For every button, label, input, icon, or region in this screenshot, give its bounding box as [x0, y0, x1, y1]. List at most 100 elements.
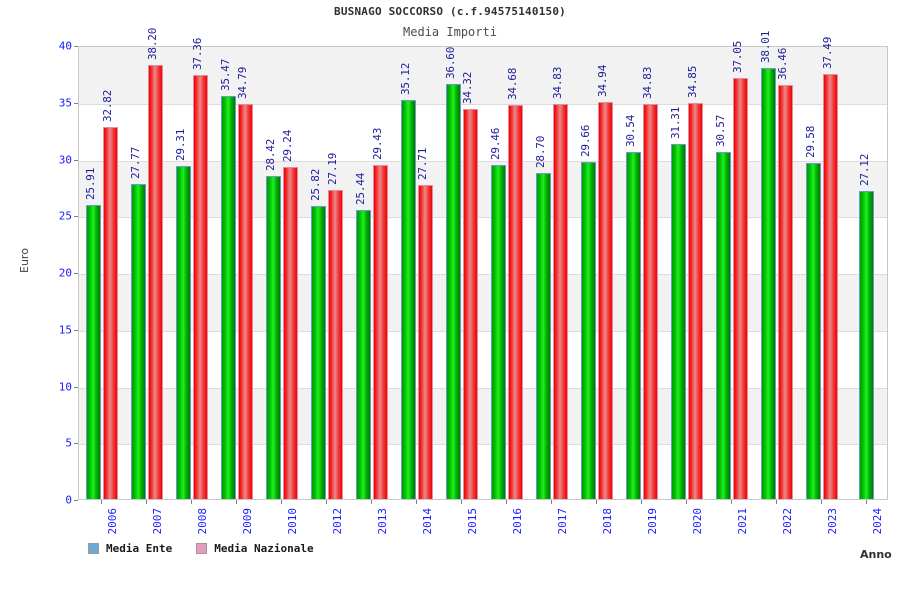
bar-media-nazionale[interactable]: 37.49 — [821, 36, 838, 499]
bar-media-nazionale[interactable]: 27.19 — [326, 153, 343, 499]
y-axis-label: Euro — [18, 248, 31, 273]
bar-media-ente[interactable]: 30.54 — [624, 115, 641, 499]
bar-media-nazionale[interactable]: 34.68 — [506, 68, 523, 499]
gridline — [79, 103, 887, 105]
bar-media-ente[interactable]: 29.46 — [489, 128, 506, 499]
bar-value-label: 35.12 — [399, 63, 412, 96]
bar-media-ente[interactable]: 31.31 — [669, 107, 686, 499]
bar-media-ente[interactable]: 28.42 — [264, 139, 281, 499]
x-axis-tick-label: 2019 — [645, 508, 659, 535]
x-axis-label: Anno — [860, 548, 892, 561]
x-axis-tick-mark — [550, 500, 552, 504]
bar-media-ente[interactable]: 25.91 — [84, 168, 101, 499]
x-axis-tick-label: 2016 — [510, 508, 524, 535]
x-axis-tick-mark — [280, 500, 282, 504]
y-axis-tick-mark — [74, 500, 78, 501]
x-axis-tick-mark — [235, 500, 237, 504]
bar-media-ente[interactable]: 27.12 — [858, 154, 874, 499]
x-axis-tick-label: 2020 — [690, 508, 704, 535]
chart-title: BUSNAGO SOCCORSO (c.f.94575140150) — [334, 5, 566, 18]
bar-media-ente[interactable]: 25.44 — [354, 173, 371, 499]
bar-media-ente[interactable]: 35.12 — [399, 63, 416, 499]
bar-value-label: 29.58 — [804, 126, 817, 159]
x-axis-tick-label: 2013 — [375, 508, 389, 535]
bar-media-ente[interactable]: 27.77 — [129, 147, 146, 499]
legend-item[interactable]: Media Ente — [88, 542, 172, 555]
bar-media-nazionale[interactable]: 37.36 — [191, 38, 208, 499]
x-axis-tick-mark — [595, 500, 597, 504]
bar-value-label: 27.12 — [857, 154, 871, 187]
bar-media-nazionale[interactable]: 34.32 — [461, 72, 478, 499]
bar-media-nazionale[interactable]: 27.71 — [416, 147, 433, 499]
y-axis-tick-mark — [74, 159, 78, 161]
y-axis-tick-label: 10 — [58, 380, 72, 393]
x-axis-tick-label: 2010 — [285, 508, 299, 535]
x-axis-tick-mark — [190, 500, 192, 504]
bar-media-nazionale[interactable]: 38.20 — [146, 28, 163, 499]
x-axis-tick-mark — [460, 500, 462, 504]
bar-media-nazionale[interactable]: 34.85 — [686, 66, 703, 499]
x-axis-tick-label: 2017 — [555, 508, 569, 535]
bar-media-ente[interactable]: 29.31 — [174, 129, 191, 499]
bar-media-nazionale[interactable]: 32.82 — [101, 89, 118, 499]
bar-value-label: 25.91 — [84, 167, 97, 200]
bar-media-ente[interactable]: 29.58 — [804, 126, 821, 499]
bar-value-label: 34.83 — [641, 66, 654, 99]
bar-value-label: 36.46 — [776, 48, 789, 81]
bar-value-label: 30.57 — [714, 114, 727, 148]
bar-value-label: 34.79 — [236, 67, 249, 100]
bar-media-nazionale[interactable]: 34.83 — [551, 67, 568, 499]
bar-media-nazionale[interactable]: 34.94 — [596, 65, 613, 499]
gridline — [79, 330, 887, 332]
x-axis-tick-mark — [820, 500, 822, 504]
bar-value-label: 32.82 — [101, 89, 114, 122]
x-axis-tick-label: 2007 — [150, 508, 164, 535]
y-axis-tick-mark — [74, 102, 78, 104]
x-axis-tick-mark — [775, 500, 777, 504]
bar-media-nazionale[interactable]: 29.43 — [371, 128, 388, 499]
plot-band — [79, 274, 887, 331]
bar-media-nazionale[interactable]: 29.24 — [281, 130, 298, 499]
x-axis-tick-mark — [685, 500, 687, 504]
x-axis-tick-label: 2014 — [420, 508, 434, 535]
bar-media-ente[interactable]: 30.57 — [714, 115, 731, 499]
y-axis-tick-label: 25 — [58, 209, 72, 223]
bar-media-ente[interactable]: 36.60 — [444, 46, 461, 499]
x-axis-tick-label: 2022 — [780, 508, 794, 535]
gridline — [79, 274, 887, 275]
bar-media-ente[interactable]: 28.70 — [534, 136, 551, 499]
x-axis-tick-label: 2008 — [195, 508, 209, 535]
bar-value-label: 36.60 — [444, 46, 457, 79]
y-axis-tick-label: 20 — [58, 266, 72, 280]
y-axis-tick-mark — [74, 46, 78, 47]
legend-label: Media Nazionale — [214, 542, 314, 555]
bar-media-ente[interactable]: 25.82 — [309, 169, 326, 499]
bar-value-label: 37.36 — [191, 37, 204, 70]
y-axis-tick-label: 40 — [58, 39, 72, 53]
bar-media-nazionale[interactable]: 36.46 — [776, 48, 793, 499]
plot-area: 25.91 32.82 27.77 38.20 29.31 37.36 35.47 34.79… — [78, 28, 888, 500]
bar-media-nazionale[interactable]: 34.83 — [641, 67, 658, 499]
bar-value-label: 27.77 — [129, 146, 142, 179]
x-axis-tick-label: 2009 — [240, 508, 254, 535]
x-axis-tick-mark — [505, 500, 507, 504]
y-axis-tick-mark — [74, 443, 78, 445]
y-axis-tick-mark — [74, 216, 78, 218]
bar-value-label: 38.01 — [759, 30, 772, 63]
bar-media-nazionale[interactable]: 34.79 — [236, 67, 253, 499]
y-axis-tick-mark — [74, 329, 78, 331]
bar-value-label: 34.94 — [596, 65, 609, 98]
bar-media-ente[interactable]: 29.66 — [579, 125, 596, 499]
bar-media-ente[interactable]: 35.47 — [219, 59, 236, 499]
chart-legend: Media Ente Media Nazionale — [88, 542, 328, 555]
legend-item[interactable]: Media Nazionale — [196, 542, 314, 555]
gridline — [79, 160, 887, 162]
bar-media-nazionale[interactable]: 37.05 — [731, 41, 748, 499]
y-axis-tick-label: 15 — [58, 323, 72, 337]
bar-value-label: 29.24 — [281, 130, 294, 163]
y-axis-tick-label: 35 — [58, 96, 72, 110]
bar-media-ente[interactable]: 38.01 — [759, 30, 776, 499]
x-axis-tick-mark — [370, 500, 372, 504]
bar-value-label: 30.54 — [624, 115, 637, 148]
x-axis-tick-label: 2024 — [870, 508, 884, 535]
